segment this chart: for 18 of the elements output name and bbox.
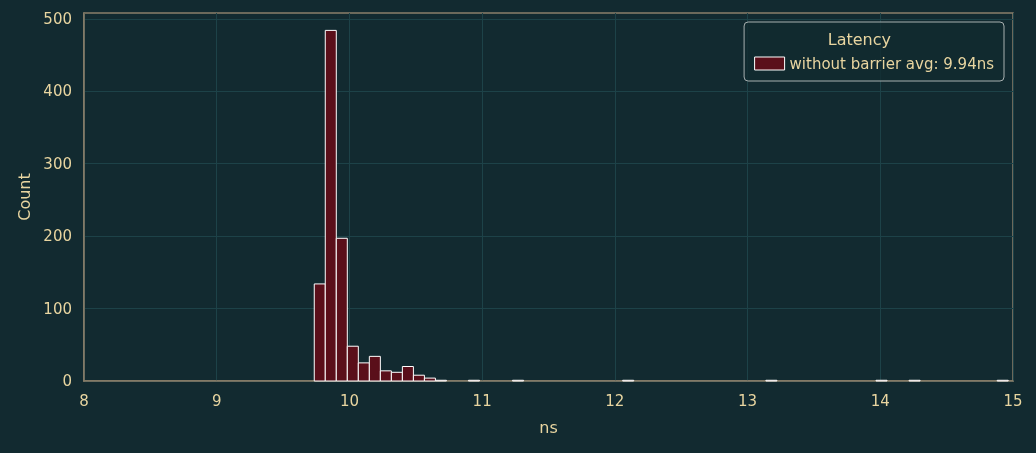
x-tick-label: 8 <box>79 391 89 410</box>
x-tick-label: 10 <box>339 391 359 410</box>
legend-label: without barrier avg: 9.94ns <box>789 54 995 73</box>
x-tick-label: 9 <box>211 391 222 410</box>
y-tick-label: 100 <box>43 299 72 318</box>
y-tick-label: 500 <box>43 9 72 28</box>
x-tick-label: 12 <box>605 391 625 410</box>
y-tick-label: 400 <box>43 82 72 101</box>
y-axis-title: Count <box>14 173 34 221</box>
legend-title: Latency <box>827 29 892 49</box>
x-tick-label: 14 <box>870 391 890 410</box>
x-tick-label: 15 <box>1003 391 1023 410</box>
y-tick-label: 300 <box>43 154 72 173</box>
x-axis-title: ns <box>539 417 558 437</box>
y-tick-label: 200 <box>43 227 72 246</box>
x-tick-label: 11 <box>472 391 492 410</box>
y-tick-label: 0 <box>62 372 72 390</box>
x-tick-label: 13 <box>738 391 758 410</box>
